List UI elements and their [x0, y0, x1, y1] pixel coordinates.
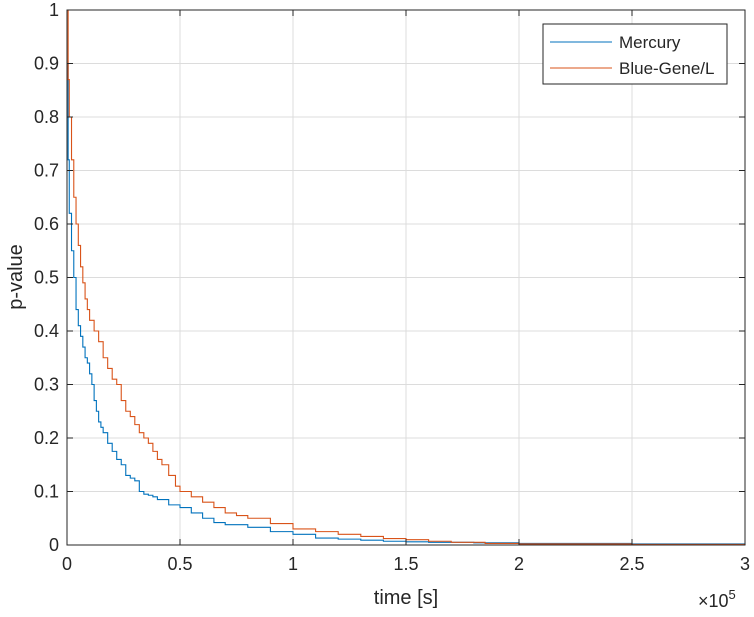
x-axis-title: time [s] — [374, 587, 438, 609]
y-tick-label: 0.3 — [34, 375, 59, 395]
y-tick-label: 0.8 — [34, 107, 59, 127]
y-tick-label: 1 — [49, 0, 59, 20]
legend: Mercury Blue-Gene/L — [542, 23, 728, 85]
y-tick-label: 0.1 — [34, 482, 59, 502]
x-tick-label: 3 — [740, 554, 750, 574]
x-exponent-base: ×10 — [698, 591, 729, 611]
legend-label-blue-gene-l: Blue-Gene/L — [619, 59, 714, 78]
y-tick-label: 0.7 — [34, 161, 59, 181]
x-tick-label: 0.5 — [167, 554, 192, 574]
legend-box — [542, 23, 728, 85]
y-tick-label: 0.2 — [34, 428, 59, 448]
x-tick-label: 1.5 — [393, 554, 418, 574]
y-tick-label: 0.9 — [34, 54, 59, 74]
y-tick-label: 0.4 — [34, 321, 59, 341]
x-tick-label: 0 — [62, 554, 72, 574]
x-exponent-power: 5 — [729, 587, 736, 602]
y-tick-label: 0.5 — [34, 268, 59, 288]
x-tick-label: 2 — [514, 554, 524, 574]
series-line-mercury — [67, 62, 746, 545]
legend-label-mercury: Mercury — [619, 33, 681, 52]
y-tick-label: 0.6 — [34, 214, 59, 234]
tick-labels: 0 0.5 1 1.5 2 2.5 3 0 0.1 0.2 0.3 0.4 0.5 0.6 0.7 0.8 0.… — [34, 0, 750, 574]
series-line-blue-gene-l — [67, 9, 746, 546]
ticks — [66, 9, 746, 546]
y-axis-title: p-value — [5, 244, 27, 310]
x-tick-label: 1 — [288, 554, 298, 574]
x-tick-label: 2.5 — [619, 554, 644, 574]
y-tick-label: 0 — [49, 535, 59, 555]
x-exponent-label: ×105 — [698, 587, 736, 611]
series-layer — [67, 9, 746, 546]
